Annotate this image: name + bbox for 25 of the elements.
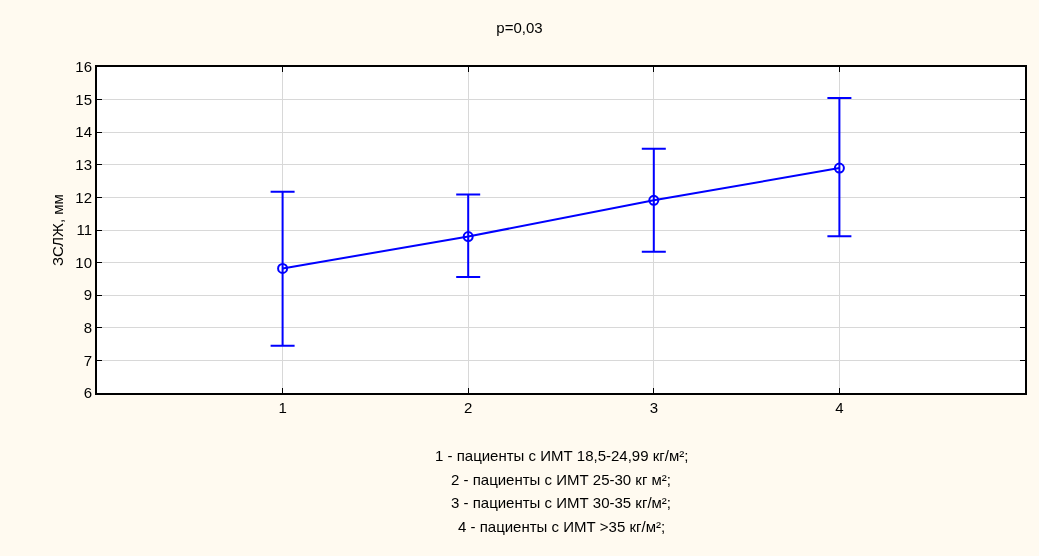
text: 4 - пациенты с ИМТ >35 кг/м²; [458, 518, 666, 535]
y-tick-label: 8 [83, 319, 92, 337]
x-tick-label: 1 [278, 399, 287, 416]
chart-title: p=0,03 [496, 18, 543, 36]
text: 2 - пациенты с ИМТ 25-30 кг м²; [451, 471, 672, 488]
x-tick-label: 4 [835, 399, 844, 416]
point [462, 231, 474, 243]
y-tick-label: 6 [83, 384, 92, 402]
y-tick-label: 7 [83, 351, 92, 369]
point [648, 194, 660, 206]
point [833, 162, 845, 174]
y-tick-label: 15 [75, 90, 92, 108]
text: 3 - пациенты с ИМТ 30-35 кг/м²; [451, 494, 672, 511]
y-tick-label: 9 [83, 286, 92, 304]
text: 1 - пациенты с ИМТ 18,5-24,99 кг/м²; [435, 447, 689, 464]
y-tick-label: 12 [75, 188, 92, 206]
point [277, 262, 289, 274]
x-tick-label: 2 [464, 399, 473, 416]
y-tick-label: 13 [75, 156, 92, 174]
y-tick-label: 16 [75, 58, 92, 76]
x-tick-label: 3 [649, 399, 658, 416]
y-tick-label: 10 [75, 253, 92, 271]
y-tick-label: 11 [76, 221, 92, 239]
y-tick-label: 14 [75, 123, 92, 141]
y-axis-title: ЗСЛЖ, мм [49, 194, 67, 266]
